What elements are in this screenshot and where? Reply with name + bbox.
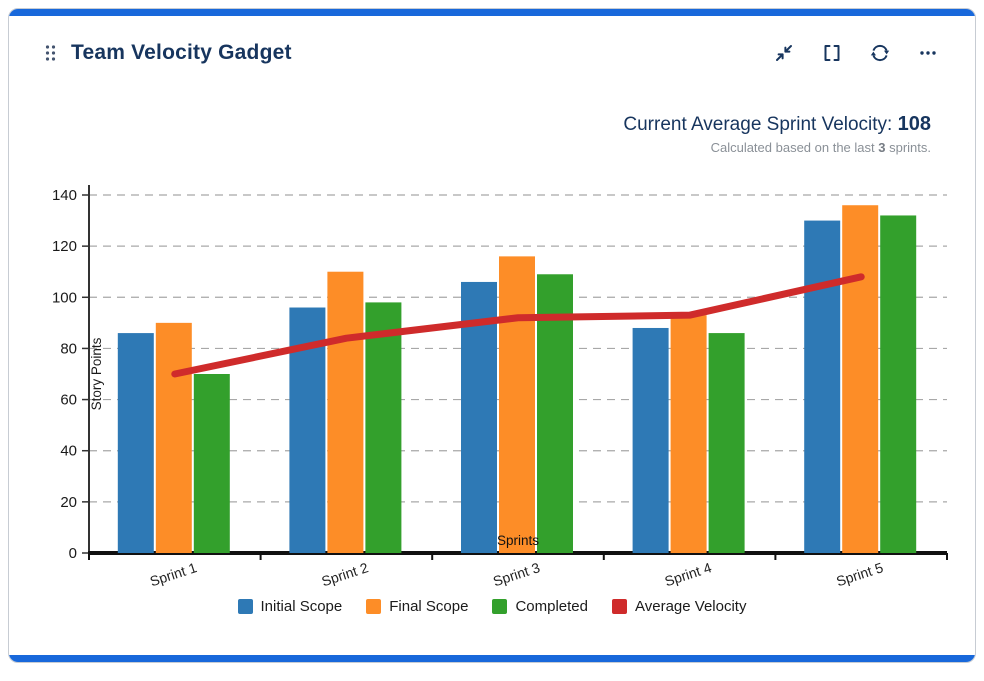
more-icon[interactable]	[917, 42, 939, 64]
legend-swatch	[492, 599, 508, 614]
legend-label: Final Scope	[389, 598, 469, 615]
velocity-chart-svg: 0 20 40 60 80 100 120 140 Sprint 1 Sprint 2 Sprint…	[52, 185, 948, 589]
summary-sub-prefix: Calculated based on the last	[710, 140, 879, 155]
summary-sub-suffix: sprints.	[885, 140, 931, 155]
velocity-summary: Current Average Sprint Velocity: 108 Cal…	[9, 112, 975, 157]
bar-initial-scope	[632, 327, 669, 553]
legend-label: Initial Scope	[260, 598, 343, 615]
y-tick-label: 0	[69, 545, 77, 562]
y-tick-label: 80	[60, 340, 77, 357]
fullscreen-icon[interactable]	[821, 42, 843, 64]
legend-label: Average Velocity	[635, 598, 747, 615]
summary-value: 108	[897, 113, 931, 135]
bar-final-scope	[842, 205, 879, 553]
summary-sub-count: 3	[878, 140, 886, 155]
bar-completed	[365, 302, 402, 553]
legend-item[interactable]: Completed	[492, 598, 588, 615]
velocity-gadget-card: Team Velocity Gadget	[8, 8, 976, 663]
legend-label: Completed	[515, 598, 588, 615]
bar-final-scope	[155, 322, 192, 553]
bar-completed	[193, 374, 230, 553]
y-tick-label: 60	[60, 392, 77, 409]
legend-swatch	[366, 599, 382, 614]
y-tick-label: 140	[52, 187, 77, 204]
bar-initial-scope	[804, 220, 841, 554]
y-tick-label: 100	[52, 289, 77, 306]
summary-label: Current Average Sprint Velocity:	[623, 114, 898, 135]
card-top-accent	[9, 9, 975, 16]
card-bottom-accent	[9, 655, 975, 662]
y-tick-label: 40	[60, 443, 77, 460]
summary-subtext: Calculated based on the last 3 sprints.	[9, 139, 931, 157]
x-tick-label: Sprint 1	[148, 559, 199, 589]
x-tick-label: Sprint 5	[834, 559, 885, 589]
gadget-toolbar	[773, 42, 939, 64]
legend-item[interactable]: Initial Scope	[237, 598, 343, 615]
legend-item[interactable]: Final Scope	[366, 598, 468, 615]
legend-swatch	[612, 599, 627, 614]
legend-swatch	[237, 599, 253, 614]
drag-handle-icon[interactable]	[43, 43, 58, 63]
average-velocity-line	[171, 273, 865, 378]
y-axis-title: Story Points	[89, 337, 104, 410]
x-tick-label: Sprint 4	[663, 559, 714, 589]
card-header: Team Velocity Gadget	[9, 16, 975, 68]
bar-completed	[880, 215, 917, 553]
x-tick-label: Sprint 3	[491, 559, 542, 589]
y-tick-label: 20	[60, 494, 77, 511]
collapse-icon[interactable]	[773, 42, 795, 64]
legend-item[interactable]: Average Velocity	[612, 598, 746, 615]
bar-completed	[708, 333, 745, 553]
y-tick-label: 120	[52, 238, 77, 255]
bar-initial-scope	[117, 333, 154, 553]
chart-legend: Initial Scope Final Scope Completed Average…	[9, 598, 975, 615]
summary-line: Current Average Sprint Velocity: 108	[9, 112, 931, 137]
velocity-chart: 0 20 40 60 80 100 120 140 Sprint 1 Sprint 2 Sprint…	[39, 175, 975, 594]
bar-final-scope	[499, 256, 535, 553]
bar-final-scope	[670, 315, 707, 553]
x-axis-title: Sprints	[497, 533, 539, 548]
refresh-icon[interactable]	[869, 42, 891, 64]
gadget-title: Team Velocity Gadget	[71, 41, 292, 64]
x-tick-label: Sprint 2	[319, 559, 370, 589]
bar-final-scope	[327, 271, 364, 553]
